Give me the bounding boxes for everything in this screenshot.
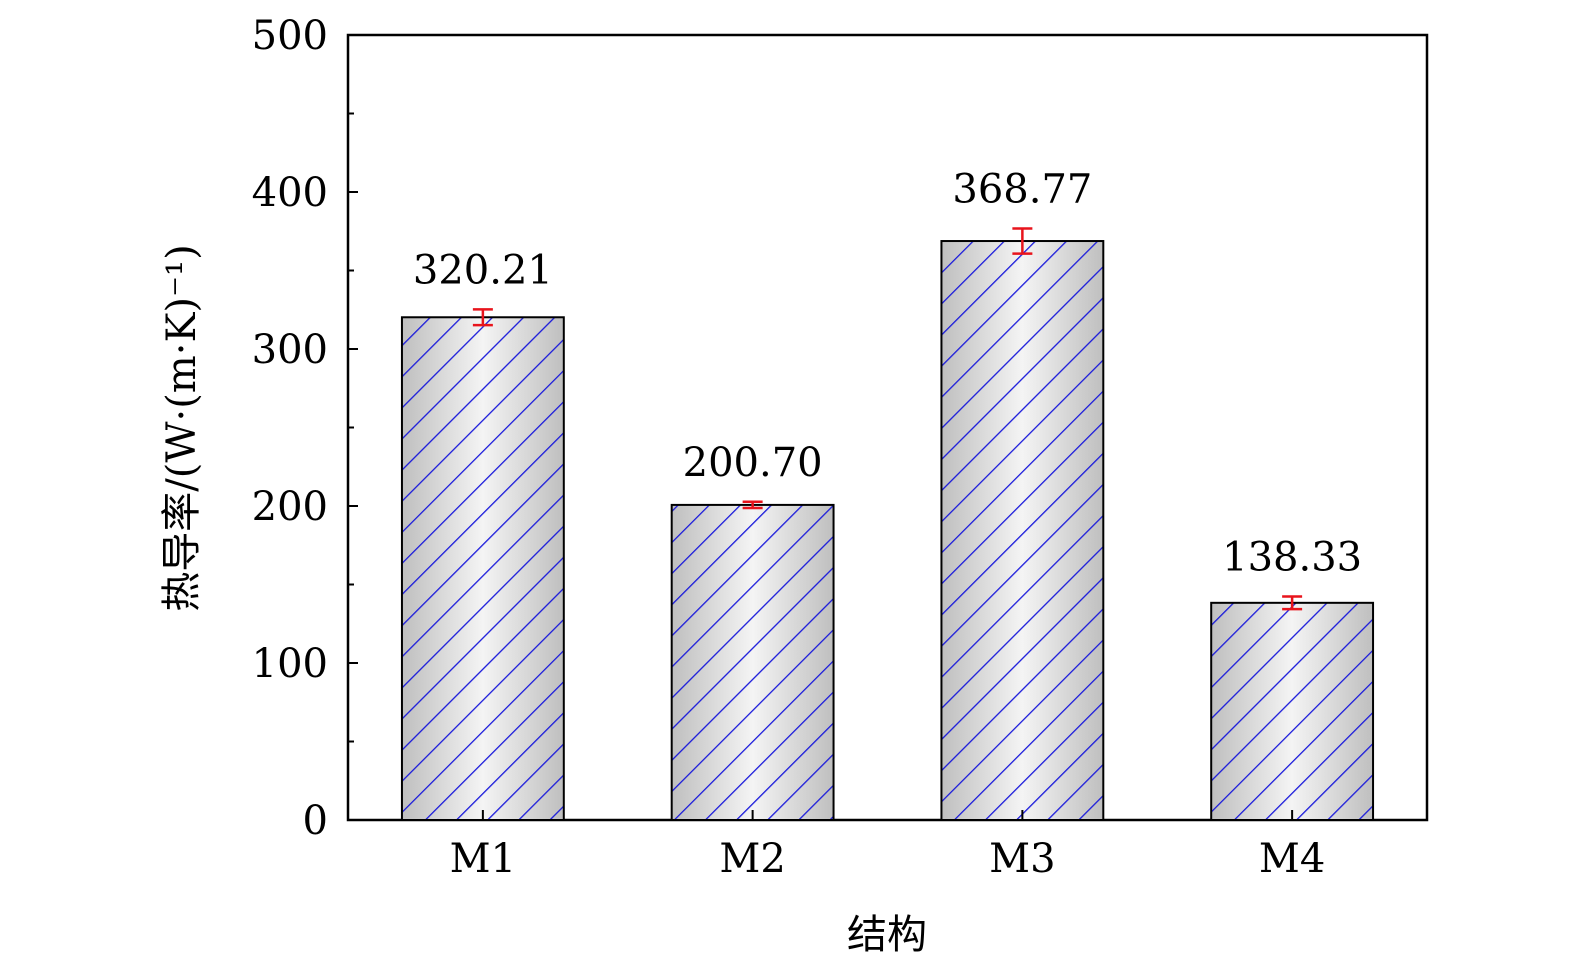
y-axis: 0 100 200 300 400 500 [252,13,358,844]
x-axis-label: 结构 [847,912,927,958]
data-label: 138.33 [1222,535,1362,581]
data-label: 320.21 [413,247,553,293]
data-label: 368.77 [952,166,1092,212]
bar-hatch [400,316,565,821]
error-bar [742,500,763,510]
y-tick-label: 100 [252,641,328,687]
y-tick-label: 500 [252,13,328,59]
bars: 320.21 200.70 368.77 138.33 [400,166,1375,821]
data-label: 200.70 [683,440,823,486]
y-tick-label: 200 [252,484,328,530]
bar-m1: 320.21 [400,247,565,821]
y-axis-label: 热导率/(W·(m·K)⁻¹) [159,244,205,611]
bar-m2: 200.70 [670,440,835,821]
x-tick-label: M4 [1259,836,1325,882]
x-tick-label: M1 [450,836,516,882]
bar-m4: 138.33 [1210,535,1375,821]
bar-hatch [940,240,1105,821]
bar-m3: 368.77 [940,166,1105,821]
y-tick-label: 400 [252,170,328,216]
bar-hatch [1210,601,1375,821]
x-axis: M1 M2 M3 M4 [450,810,1325,882]
error-bar [1012,227,1033,255]
error-bar [1282,595,1303,611]
y-tick-label: 0 [303,798,328,844]
y-tick-label: 300 [252,327,328,373]
x-tick-label: M2 [719,836,785,882]
x-tick-label: M3 [989,836,1055,882]
error-bar [472,308,493,327]
bar-hatch [670,503,835,821]
plot-area: 0 100 200 300 400 500 320.21 200.70 368.77 138.3… [252,13,1429,882]
